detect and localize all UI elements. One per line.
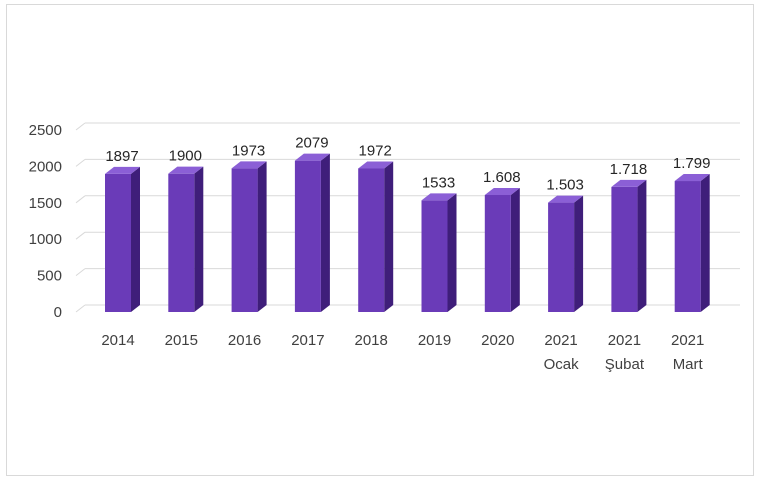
x-tick-label: 2021 xyxy=(544,332,577,349)
bar-side xyxy=(384,161,394,312)
x-tick-label: 2017 xyxy=(291,332,324,349)
bar-side xyxy=(257,161,267,312)
y-tick-label: 0 xyxy=(54,304,62,321)
bar-top xyxy=(674,174,710,182)
bar-side xyxy=(131,166,140,312)
gridline-depth xyxy=(75,122,86,131)
data-label: 1973 xyxy=(232,142,265,159)
x-tick-label: 2016 xyxy=(228,332,261,349)
bar xyxy=(231,168,258,312)
bar-side xyxy=(194,166,204,312)
x-tick-label: 2020 xyxy=(481,332,514,349)
x-tick-label: Şubat xyxy=(605,356,645,373)
bar-side xyxy=(320,153,330,312)
y-tick-label: 500 xyxy=(37,268,62,285)
x-tick-label: 2021 xyxy=(608,332,641,349)
y-tick-label: 2500 xyxy=(29,122,62,139)
gridline-depth xyxy=(75,159,86,167)
bar xyxy=(611,186,638,312)
bar-top xyxy=(358,161,394,169)
gridline-depth xyxy=(75,231,86,240)
bar xyxy=(168,173,195,312)
bar-top xyxy=(231,161,267,169)
data-label: 1.718 xyxy=(610,161,648,178)
bar-top xyxy=(168,166,204,174)
bar-side xyxy=(574,195,584,312)
bar-side xyxy=(637,179,647,312)
data-label: 1.608 xyxy=(483,169,521,186)
bar xyxy=(484,194,511,312)
bar-top xyxy=(421,193,457,201)
x-tick-label: 2021 xyxy=(671,332,704,349)
y-tick-label: 2000 xyxy=(29,158,62,175)
x-tick-label: 2018 xyxy=(355,332,388,349)
bar-side xyxy=(447,193,457,312)
bar-top xyxy=(105,166,140,174)
x-tick-label: Mart xyxy=(673,356,704,373)
x-tick-label: Ocak xyxy=(544,356,580,373)
data-label: 2079 xyxy=(295,135,328,152)
data-label: 1533 xyxy=(422,174,455,191)
bar xyxy=(105,173,131,312)
bar xyxy=(294,160,321,312)
bar-top xyxy=(611,179,647,187)
data-label: 1.799 xyxy=(673,155,711,172)
data-label: 1.503 xyxy=(546,177,584,194)
x-tick-label: 2014 xyxy=(101,332,134,349)
data-label: 1900 xyxy=(169,148,202,165)
bar xyxy=(674,181,701,312)
bar-top xyxy=(294,153,330,161)
bar xyxy=(421,200,448,312)
data-label: 1897 xyxy=(105,148,138,165)
gridline-depth xyxy=(75,304,86,313)
bar xyxy=(548,202,575,312)
gridline-depth xyxy=(75,195,86,204)
bar-top xyxy=(484,187,520,195)
gridline-depth xyxy=(75,268,86,276)
x-tick-label: 2019 xyxy=(418,332,451,349)
bar-top xyxy=(548,195,584,203)
x-tick-label: 2015 xyxy=(165,332,198,349)
bar-side xyxy=(700,174,710,312)
data-label: 1972 xyxy=(359,142,392,159)
bar xyxy=(358,168,385,312)
y-tick-label: 1000 xyxy=(29,231,62,248)
bar-side xyxy=(510,187,520,312)
y-tick-label: 1500 xyxy=(29,195,62,212)
